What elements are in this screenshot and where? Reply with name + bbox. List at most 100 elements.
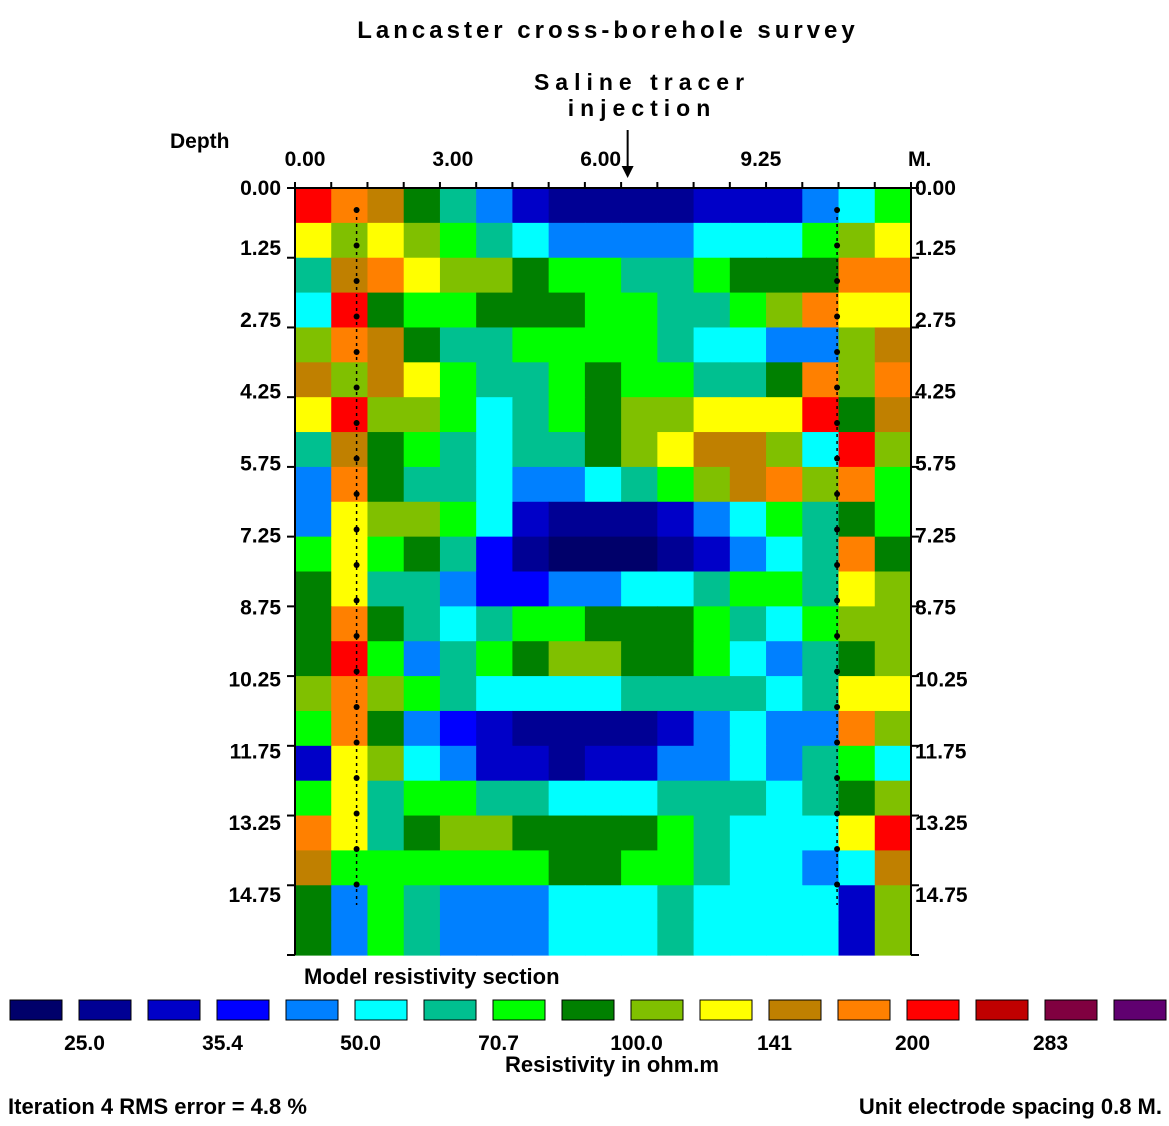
cell-r19-c13 bbox=[766, 850, 803, 886]
cell-r5-c6 bbox=[512, 362, 550, 398]
cell-r21-c4 bbox=[439, 920, 477, 956]
cell-r10-c14 bbox=[802, 536, 840, 573]
cell-r8-c6 bbox=[512, 466, 550, 503]
cell-r2-c9 bbox=[621, 257, 658, 294]
cell-r5-c0 bbox=[295, 362, 332, 398]
cell-r4-c14 bbox=[802, 327, 840, 363]
electrode-dot bbox=[834, 704, 841, 710]
cell-r13-c7 bbox=[548, 641, 586, 677]
cell-r14-c3 bbox=[403, 676, 441, 712]
cell-r20-c13 bbox=[766, 885, 803, 921]
cell-r21-c5 bbox=[476, 920, 514, 956]
cell-r13-c11 bbox=[693, 641, 731, 677]
cell-r2-c15 bbox=[838, 257, 876, 294]
cell-r10-c10 bbox=[657, 536, 695, 573]
cell-r4-c4 bbox=[439, 327, 477, 363]
cell-r1-c15 bbox=[838, 222, 876, 259]
cell-r12-c2 bbox=[367, 606, 405, 642]
cell-r9-c6 bbox=[512, 501, 550, 538]
cell-r19-c1 bbox=[331, 850, 369, 886]
cell-r11-c9 bbox=[621, 571, 658, 607]
cell-r9-c4 bbox=[439, 501, 477, 538]
cell-r0-c9 bbox=[621, 188, 658, 224]
cell-r13-c0 bbox=[295, 641, 332, 677]
y-tick-label-right: 13.25 bbox=[915, 812, 968, 835]
cell-r21-c7 bbox=[548, 920, 586, 956]
cell-r16-c12 bbox=[729, 745, 767, 782]
cell-r16-c1 bbox=[331, 745, 369, 782]
cell-r11-c16 bbox=[874, 571, 912, 607]
cell-r1-c2 bbox=[367, 222, 405, 259]
electrode-dot bbox=[353, 881, 360, 888]
electrode-dot bbox=[353, 278, 360, 284]
cell-r12-c13 bbox=[766, 606, 803, 642]
cell-r17-c10 bbox=[657, 780, 695, 817]
cell-r19-c8 bbox=[584, 850, 622, 886]
y-tick-label-right: 2.75 bbox=[915, 309, 956, 332]
cell-r11-c10 bbox=[657, 571, 695, 607]
cell-r9-c5 bbox=[476, 501, 514, 538]
cell-r19-c15 bbox=[838, 850, 876, 886]
cell-r20-c0 bbox=[295, 885, 332, 921]
cell-r12-c0 bbox=[295, 606, 332, 642]
electrode-spacing-text: Unit electrode spacing 0.8 M. bbox=[859, 1094, 1162, 1119]
cell-r2-c16 bbox=[874, 257, 912, 294]
cell-r14-c4 bbox=[439, 676, 477, 712]
cell-r2-c14 bbox=[802, 257, 840, 294]
cell-r12-c12 bbox=[729, 606, 767, 642]
cell-r1-c14 bbox=[802, 222, 840, 259]
cell-r4-c1 bbox=[331, 327, 369, 363]
cell-r17-c16 bbox=[874, 780, 912, 817]
cell-r0-c16 bbox=[874, 188, 912, 224]
cell-r18-c14 bbox=[802, 815, 840, 852]
legend-label: 70.7 bbox=[478, 1032, 519, 1055]
electrode-dot bbox=[353, 562, 360, 568]
cell-r18-c16 bbox=[874, 815, 912, 852]
cell-r9-c0 bbox=[295, 501, 332, 538]
legend-swatch-5 bbox=[354, 999, 408, 1021]
electrode-dot bbox=[353, 526, 360, 533]
cell-r11-c12 bbox=[729, 571, 767, 607]
cell-r17-c13 bbox=[766, 780, 803, 817]
cell-r21-c15 bbox=[838, 920, 876, 956]
cell-r4-c13 bbox=[766, 327, 803, 363]
cell-r0-c6 bbox=[512, 188, 550, 224]
cell-r16-c4 bbox=[439, 745, 477, 782]
cell-r0-c8 bbox=[584, 188, 622, 224]
y-tick-labels-left: 0.00 1.25 2.75 4.25 5.75 7.25 8.75 10.25 11.75 13… bbox=[228, 177, 281, 907]
cell-r8-c4 bbox=[439, 466, 477, 503]
cell-r17-c5 bbox=[476, 780, 514, 817]
cell-r17-c11 bbox=[693, 780, 731, 817]
cell-r5-c5 bbox=[476, 362, 514, 398]
cell-r5-c1 bbox=[331, 362, 369, 398]
cell-r10-c9 bbox=[621, 536, 658, 573]
cell-r8-c3 bbox=[403, 466, 441, 503]
cell-r17-c1 bbox=[331, 780, 369, 817]
electrode-dot bbox=[834, 668, 841, 675]
cell-r3-c14 bbox=[802, 292, 840, 329]
cell-r6-c0 bbox=[295, 397, 332, 433]
cell-r17-c6 bbox=[512, 780, 550, 817]
legend-swatch-15 bbox=[1044, 999, 1098, 1021]
cell-r16-c13 bbox=[766, 745, 803, 782]
cell-r4-c5 bbox=[476, 327, 514, 363]
electrode-dot bbox=[834, 455, 841, 462]
cell-r17-c2 bbox=[367, 780, 405, 817]
y-tick-label-left: 10.25 bbox=[228, 668, 281, 691]
cell-r9-c15 bbox=[838, 501, 876, 538]
cell-r6-c7 bbox=[548, 397, 586, 433]
cell-r1-c1 bbox=[331, 222, 369, 259]
cell-r8-c15 bbox=[838, 466, 876, 503]
cell-r2-c5 bbox=[476, 257, 514, 294]
cell-r5-c11 bbox=[693, 362, 731, 398]
cell-r20-c14 bbox=[802, 885, 840, 921]
cell-r11-c0 bbox=[295, 571, 332, 607]
cell-r13-c9 bbox=[621, 641, 658, 677]
y-axis-label: Depth bbox=[170, 130, 230, 153]
cell-r13-c3 bbox=[403, 641, 441, 677]
electrode-dot bbox=[834, 597, 841, 604]
cell-r12-c9 bbox=[621, 606, 658, 642]
cell-r19-c11 bbox=[693, 850, 731, 886]
cell-r2-c10 bbox=[657, 257, 695, 294]
cell-r1-c11 bbox=[693, 222, 731, 259]
